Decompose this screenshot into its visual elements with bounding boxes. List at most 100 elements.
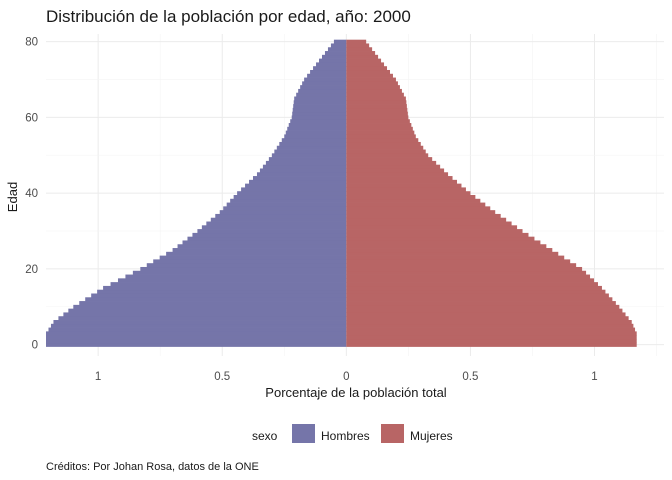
bar-mujeres-age-21 — [346, 263, 577, 268]
bar-hombres-age-74 — [316, 62, 347, 67]
bar-hombres-age-28 — [187, 236, 347, 241]
series-mujeres — [346, 39, 637, 347]
bar-mujeres-age-78 — [346, 47, 373, 52]
bar-mujeres-age-62 — [346, 107, 408, 113]
bar-mujeres-age-10 — [346, 304, 620, 309]
bar-hombres-age-7 — [58, 316, 347, 321]
bar-hombres-age-2 — [46, 335, 347, 340]
bar-hombres-age-8 — [63, 312, 347, 317]
bar-hombres-age-53 — [279, 141, 347, 147]
bar-hombres-age-27 — [182, 240, 347, 245]
bar-mujeres-age-48 — [346, 160, 437, 166]
chart-title: Distribución de la población por edad, a… — [46, 7, 411, 26]
bar-hombres-age-12 — [85, 297, 347, 302]
bar-hombres-age-36 — [223, 206, 347, 211]
bar-hombres-age-33 — [210, 217, 347, 222]
bar-mujeres-age-72 — [346, 69, 390, 75]
bar-mujeres-age-53 — [346, 141, 421, 147]
bar-hombres-age-39 — [233, 195, 347, 200]
bar-mujeres-age-39 — [346, 195, 476, 200]
bar-hombres-age-72 — [310, 69, 347, 75]
bar-hombres-age-44 — [252, 176, 347, 181]
bar-hombres-age-58 — [288, 123, 347, 128]
bar-hombres-age-18 — [125, 274, 347, 279]
bar-hombres-age-56 — [285, 130, 347, 135]
bar-mujeres-age-19 — [346, 270, 587, 275]
legend-title: sexo — [252, 429, 278, 443]
bar-mujeres-age-32 — [346, 221, 512, 226]
bar-hombres-age-67 — [298, 88, 347, 94]
bar-mujeres-age-14 — [346, 289, 606, 294]
y-tick-label: 80 — [25, 37, 38, 49]
bar-hombres-age-1 — [46, 338, 347, 344]
bar-mujeres-age-63 — [346, 104, 407, 109]
bar-hombres-age-4 — [48, 327, 347, 332]
bar-mujeres-age-56 — [346, 130, 415, 135]
y-tick-label: 60 — [25, 112, 38, 124]
bar-mujeres-age-20 — [346, 266, 583, 272]
bar-hombres-age-37 — [226, 202, 347, 207]
y-tick-label: 40 — [25, 188, 38, 200]
bar-mujeres-age-42 — [346, 183, 462, 188]
bar-mujeres-age-11 — [346, 301, 616, 306]
bar-mujeres-age-79 — [346, 43, 370, 48]
bar-mujeres-age-71 — [346, 73, 393, 78]
bar-hombres-age-63 — [293, 104, 347, 109]
bar-mujeres-age-80 — [346, 39, 367, 44]
legend-label-hombres: Hombres — [321, 429, 370, 443]
bar-mujeres-age-18 — [346, 274, 591, 279]
bar-hombres-age-78 — [327, 47, 347, 52]
bar-hombres-age-65 — [294, 96, 347, 101]
bar-mujeres-age-12 — [346, 297, 613, 302]
bar-mujeres-age-47 — [346, 164, 441, 169]
bar-hombres-age-3 — [46, 331, 347, 336]
bar-hombres-age-52 — [276, 145, 347, 150]
bar-mujeres-age-50 — [346, 153, 429, 158]
bar-hombres-age-80 — [333, 39, 347, 44]
bar-mujeres-age-58 — [346, 123, 412, 128]
y-tick-label: 0 — [32, 340, 38, 352]
bar-mujeres-age-31 — [346, 225, 518, 230]
bar-hombres-age-40 — [237, 191, 347, 196]
bar-mujeres-age-27 — [346, 240, 541, 245]
bar-hombres-age-14 — [97, 289, 347, 294]
bar-mujeres-age-5 — [346, 323, 634, 328]
bar-mujeres-age-65 — [346, 96, 406, 101]
bar-hombres-age-13 — [91, 293, 347, 298]
bar-mujeres-age-30 — [346, 229, 523, 234]
bar-hombres-age-54 — [281, 138, 347, 143]
bar-hombres-age-76 — [321, 54, 347, 59]
bar-hombres-age-70 — [304, 77, 347, 82]
bar-hombres-age-62 — [292, 107, 347, 113]
legend-label-mujeres: Mujeres — [410, 429, 453, 443]
bar-mujeres-age-6 — [346, 320, 632, 325]
bar-hombres-age-32 — [206, 221, 347, 226]
bar-mujeres-age-49 — [346, 157, 433, 162]
bar-hombres-age-48 — [265, 160, 347, 166]
bar-mujeres-age-43 — [346, 179, 458, 184]
bar-mujeres-age-67 — [346, 88, 402, 94]
chart-caption: Créditos: Por Johan Rosa, datos de la ON… — [46, 461, 259, 473]
bar-mujeres-age-76 — [346, 54, 379, 59]
bar-hombres-age-9 — [68, 308, 347, 313]
bar-hombres-age-68 — [300, 85, 347, 90]
bar-hombres-age-57 — [287, 126, 347, 131]
legend: sexo Hombres Mujeres — [252, 424, 453, 443]
bar-hombres-age-38 — [230, 198, 347, 203]
bar-hombres-age-60 — [291, 115, 347, 120]
bar-hombres-age-49 — [268, 157, 347, 162]
bar-hombres-age-69 — [302, 81, 347, 86]
bar-mujeres-age-29 — [346, 232, 529, 238]
bar-mujeres-age-46 — [346, 168, 445, 173]
bar-mujeres-age-57 — [346, 126, 413, 131]
legend-key-hombres — [292, 424, 315, 443]
bar-hombres-age-30 — [197, 229, 347, 234]
bar-mujeres-age-61 — [346, 111, 408, 116]
bar-hombres-age-16 — [110, 282, 347, 287]
bar-hombres-age-61 — [292, 111, 347, 116]
bar-mujeres-age-52 — [346, 145, 424, 150]
bar-mujeres-age-22 — [346, 259, 571, 264]
bar-mujeres-age-13 — [346, 293, 609, 298]
bar-hombres-age-6 — [53, 320, 347, 325]
bar-hombres-age-50 — [271, 153, 347, 158]
